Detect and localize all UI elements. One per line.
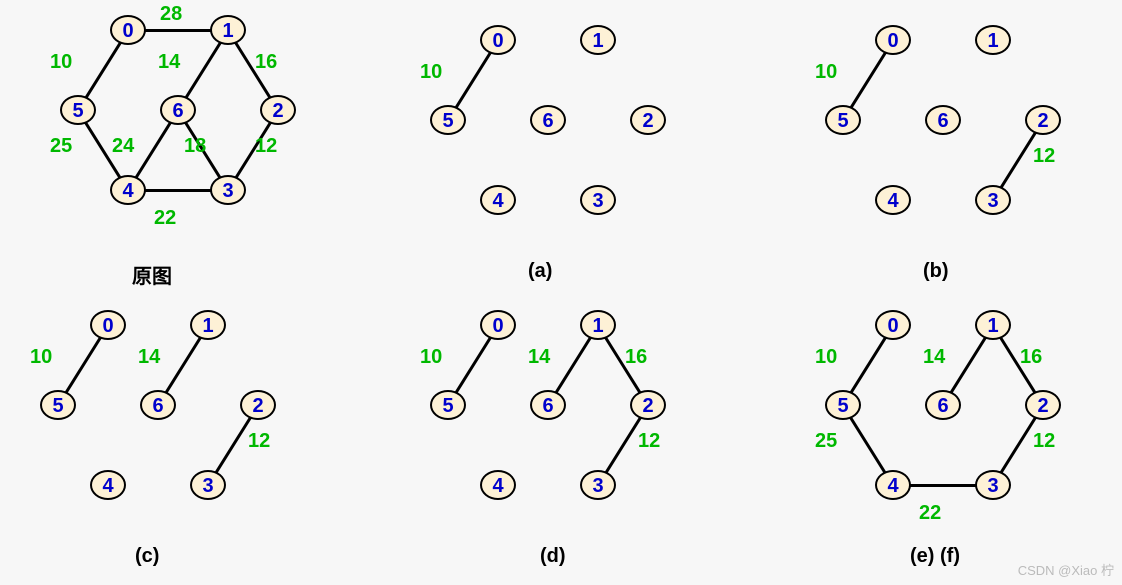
node-3: 3 <box>580 185 616 215</box>
node-1: 1 <box>190 310 226 340</box>
node-0: 0 <box>90 310 126 340</box>
edge-weight-5-4: 25 <box>50 135 72 158</box>
node-1: 1 <box>975 310 1011 340</box>
node-4: 4 <box>110 175 146 205</box>
edge-weight-1-6: 14 <box>528 346 550 369</box>
edge-weight-6-3: 18 <box>184 135 206 158</box>
node-2: 2 <box>1025 105 1061 135</box>
caption-ef: (e) (f) <box>910 545 960 568</box>
caption-a: (a) <box>528 260 552 283</box>
node-4: 4 <box>875 470 911 500</box>
edge-weight-5-4: 25 <box>815 430 837 453</box>
node-0: 0 <box>875 310 911 340</box>
node-6: 6 <box>925 390 961 420</box>
node-2: 2 <box>240 390 276 420</box>
watermark: CSDN @Xiao 柠 <box>1018 560 1114 579</box>
edge-weight-2-3: 12 <box>1033 430 1055 453</box>
node-0: 0 <box>480 310 516 340</box>
node-6: 6 <box>530 390 566 420</box>
node-3: 3 <box>190 470 226 500</box>
edge-weight-0-5: 10 <box>30 346 52 369</box>
node-2: 2 <box>630 390 666 420</box>
caption-d: (d) <box>540 545 566 568</box>
node-6: 6 <box>160 95 196 125</box>
node-3: 3 <box>975 185 1011 215</box>
diagram-canvas: 2810141625241812220156243原图100156243(a)1… <box>0 0 1122 585</box>
node-5: 5 <box>60 95 96 125</box>
node-2: 2 <box>1025 390 1061 420</box>
node-4: 4 <box>875 185 911 215</box>
node-2: 2 <box>260 95 296 125</box>
node-4: 4 <box>480 185 516 215</box>
edge-weight-2-3: 12 <box>638 430 660 453</box>
node-0: 0 <box>480 25 516 55</box>
node-2: 2 <box>630 105 666 135</box>
node-1: 1 <box>975 25 1011 55</box>
edge-weight-4-3: 22 <box>154 207 176 230</box>
edge-weight-1-6: 14 <box>138 346 160 369</box>
edge-weight-0-5: 10 <box>420 346 442 369</box>
node-5: 5 <box>430 105 466 135</box>
node-6: 6 <box>140 390 176 420</box>
node-0: 0 <box>875 25 911 55</box>
edge-weight-1-6: 14 <box>158 51 180 74</box>
node-1: 1 <box>580 25 616 55</box>
edge-weight-1-2: 16 <box>1020 346 1042 369</box>
edge-weight-4-3: 22 <box>919 502 941 525</box>
caption-original: 原图 <box>132 260 172 289</box>
node-1: 1 <box>210 15 246 45</box>
caption-c: (c) <box>135 545 159 568</box>
node-4: 4 <box>480 470 516 500</box>
edge-weight-0-5: 10 <box>50 51 72 74</box>
node-4: 4 <box>90 470 126 500</box>
edge-weight-6-4: 24 <box>112 135 134 158</box>
edge-weight-1-2: 16 <box>625 346 647 369</box>
edge-weight-1-2: 16 <box>255 51 277 74</box>
edge-weight-1-6: 14 <box>923 346 945 369</box>
edge-weight-0-5: 10 <box>420 61 442 84</box>
node-6: 6 <box>925 105 961 135</box>
node-0: 0 <box>110 15 146 45</box>
edge-weight-0-5: 10 <box>815 346 837 369</box>
caption-b: (b) <box>923 260 949 283</box>
edge-weight-2-3: 12 <box>248 430 270 453</box>
edge-weight-2-3: 12 <box>1033 145 1055 168</box>
node-6: 6 <box>530 105 566 135</box>
node-1: 1 <box>580 310 616 340</box>
edge-weight-2-3: 12 <box>255 135 277 158</box>
edge-weight-0-5: 10 <box>815 61 837 84</box>
node-5: 5 <box>825 105 861 135</box>
node-3: 3 <box>975 470 1011 500</box>
node-3: 3 <box>210 175 246 205</box>
node-5: 5 <box>825 390 861 420</box>
node-5: 5 <box>40 390 76 420</box>
node-3: 3 <box>580 470 616 500</box>
edge-weight-0-1: 28 <box>160 3 182 26</box>
node-5: 5 <box>430 390 466 420</box>
